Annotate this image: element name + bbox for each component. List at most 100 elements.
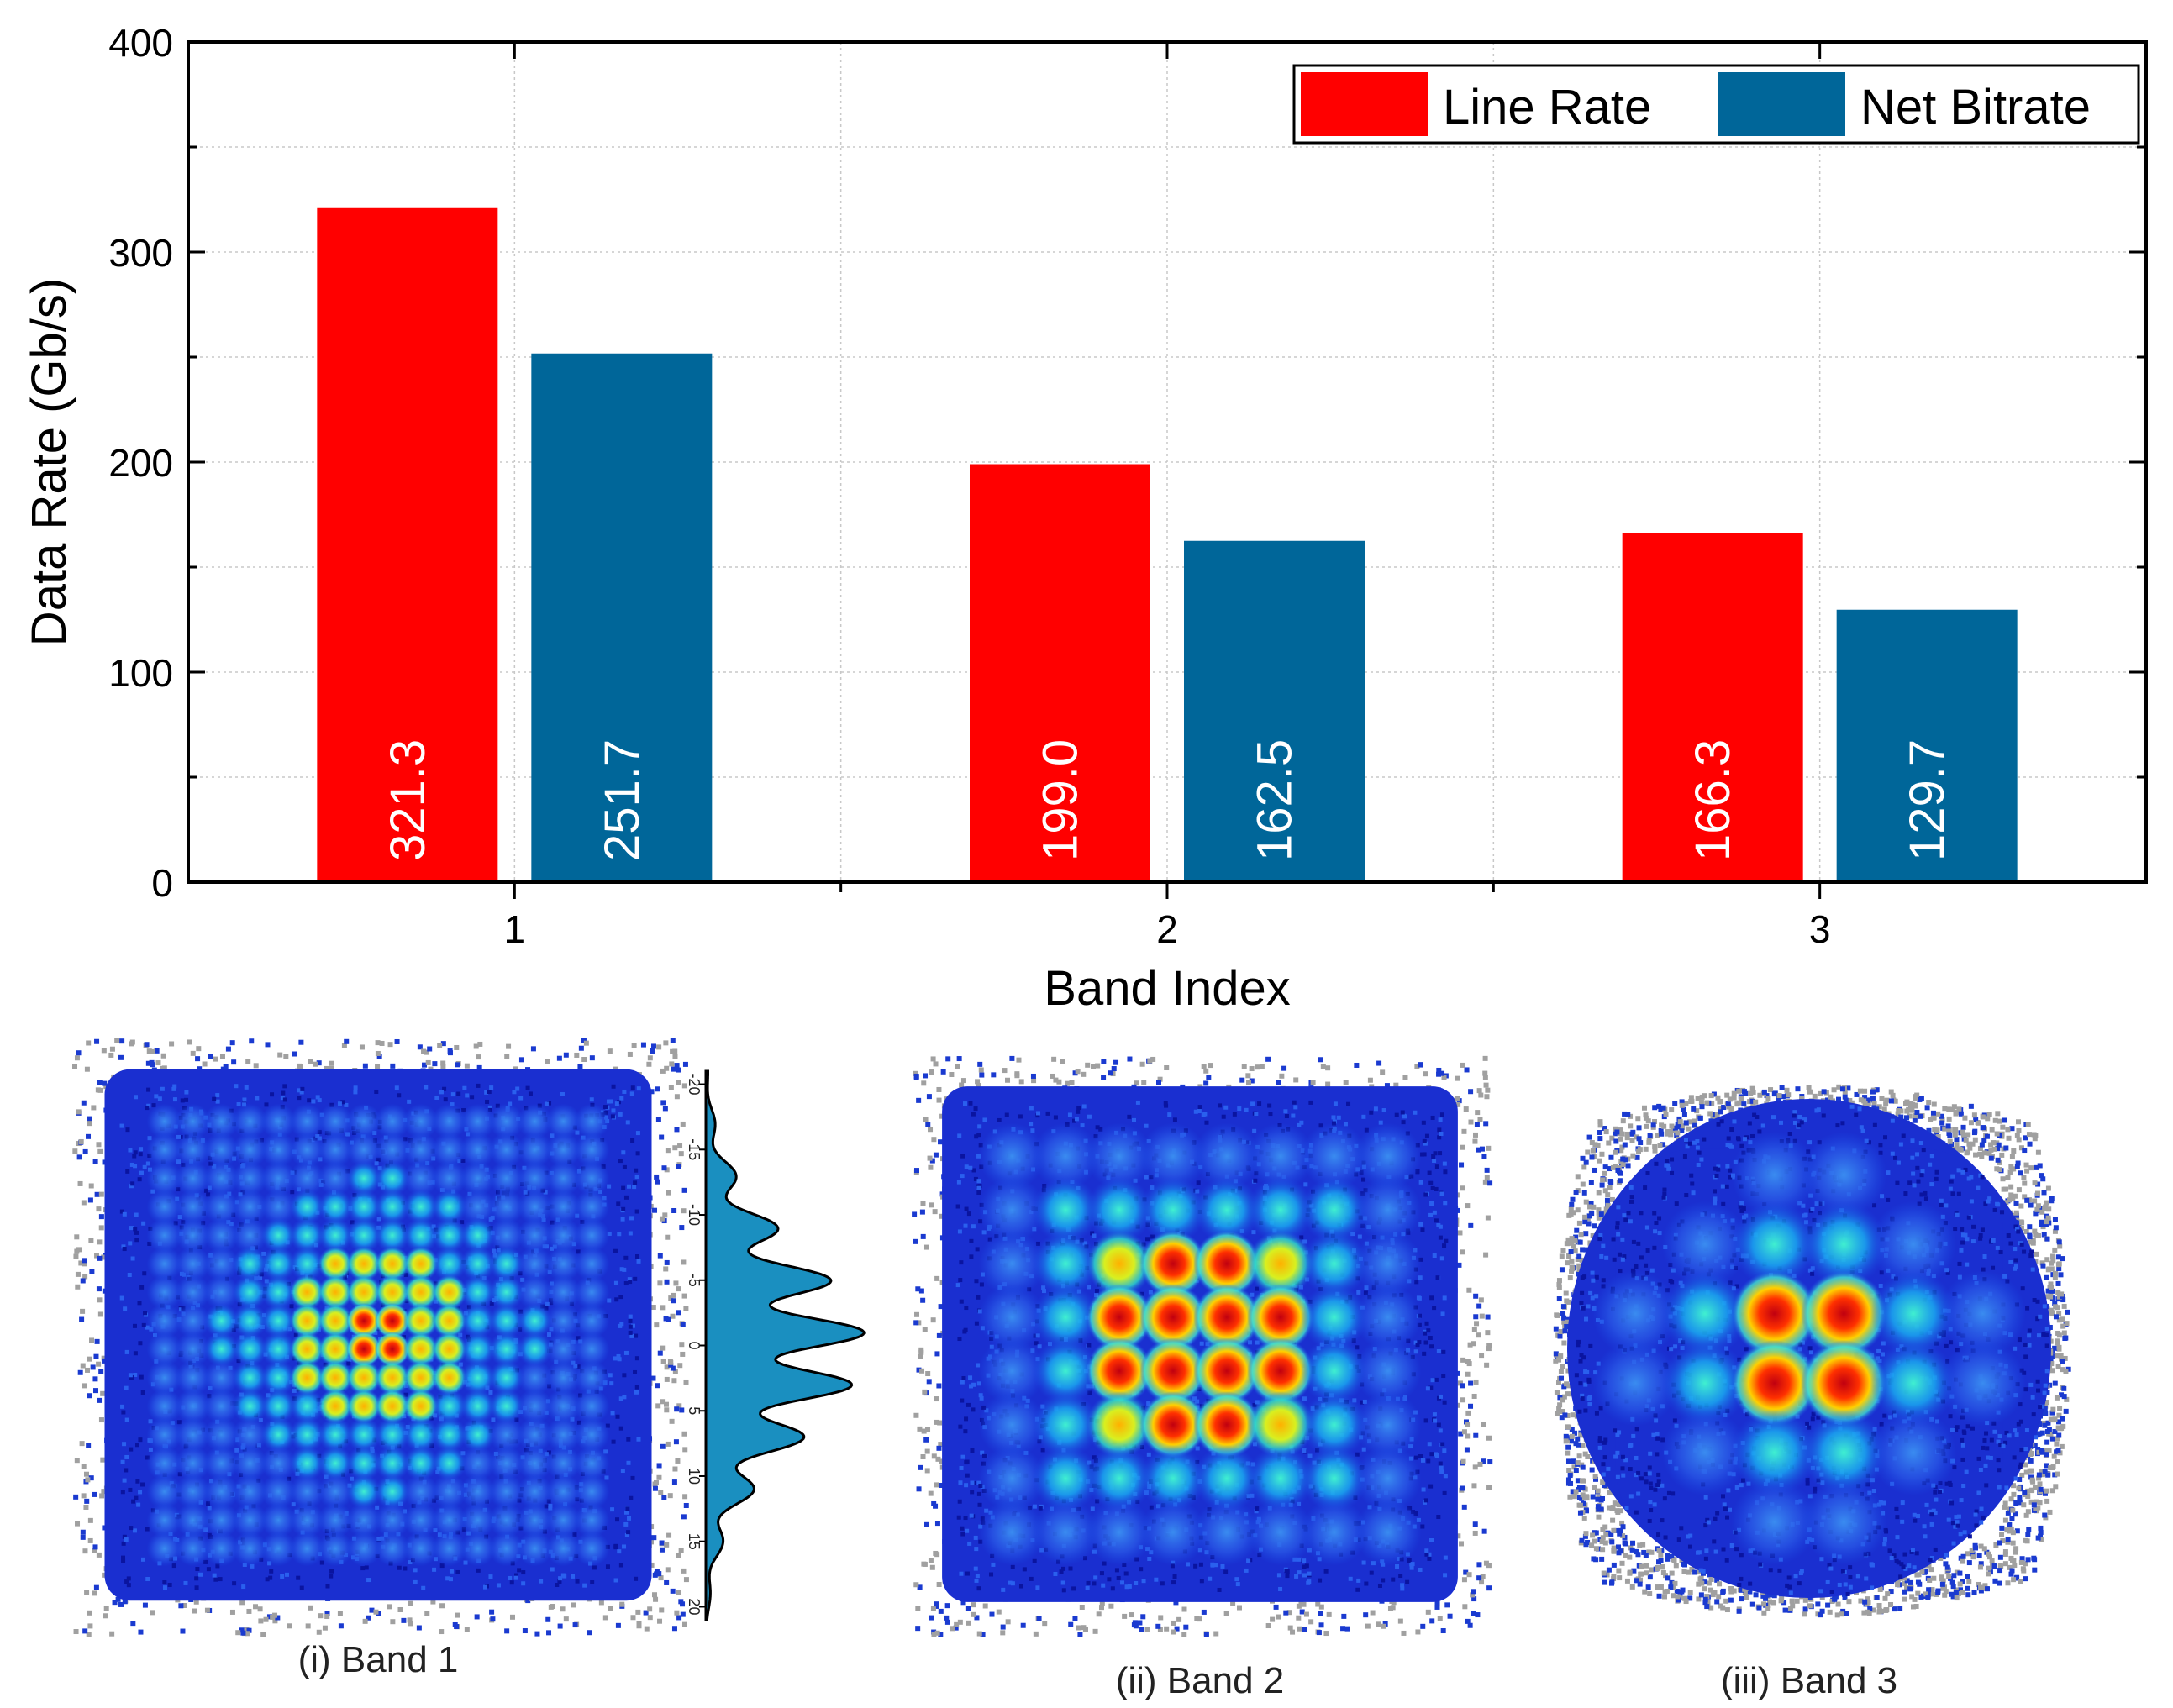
noise-point bbox=[920, 1233, 926, 1239]
noise-point bbox=[139, 1147, 144, 1152]
constellation-point bbox=[574, 1531, 610, 1567]
noise-point bbox=[1079, 1605, 1085, 1611]
noise-point bbox=[920, 1454, 926, 1460]
noise-point bbox=[976, 1185, 981, 1190]
noise-point bbox=[144, 1042, 150, 1048]
constellation-point bbox=[545, 1160, 581, 1196]
noise-point bbox=[128, 1373, 133, 1378]
noise-point bbox=[673, 1280, 679, 1286]
noise-point bbox=[344, 1038, 350, 1044]
noise-point bbox=[1432, 1306, 1437, 1311]
noise-point bbox=[970, 1448, 975, 1453]
noise-point bbox=[1363, 1612, 1369, 1618]
noise-point bbox=[936, 1332, 942, 1338]
noise-point bbox=[1092, 1628, 1098, 1634]
noise-point bbox=[955, 1064, 960, 1069]
noise-point bbox=[1436, 1349, 1441, 1354]
noise-point bbox=[150, 1610, 155, 1616]
noise-point bbox=[1210, 1562, 1215, 1567]
noise-point bbox=[1326, 1611, 1332, 1617]
noise-point bbox=[965, 1606, 971, 1611]
constellation-band-2 bbox=[912, 1055, 1493, 1637]
constellation-point bbox=[260, 1217, 297, 1253]
noise-point bbox=[1005, 1619, 1011, 1625]
legend-swatch-line-rate bbox=[1301, 72, 1428, 136]
noise-point bbox=[1259, 1064, 1265, 1069]
noise-point bbox=[258, 1618, 264, 1624]
noise-point bbox=[955, 1283, 960, 1288]
noise-point bbox=[683, 1502, 689, 1508]
noise-point bbox=[374, 1089, 379, 1094]
noise-point bbox=[1299, 1120, 1304, 1125]
noise-point bbox=[1033, 1631, 1039, 1637]
noise-point bbox=[933, 1152, 939, 1158]
noise-point bbox=[1139, 1627, 1144, 1632]
noise-point bbox=[1393, 1082, 1399, 1088]
noise-point bbox=[122, 1478, 127, 1483]
noise-point bbox=[1390, 1605, 1396, 1611]
constellation-point bbox=[517, 1160, 553, 1196]
noise-point bbox=[1134, 1580, 1139, 1585]
noise-point bbox=[316, 1629, 322, 1635]
histogram-tick-label: -10 bbox=[686, 1204, 702, 1226]
constellation-point bbox=[175, 1303, 211, 1339]
noise-point bbox=[929, 1564, 935, 1570]
noise-point bbox=[1299, 1609, 1305, 1615]
noise-point bbox=[680, 1611, 686, 1617]
noise-point bbox=[646, 1061, 652, 1067]
noise-point bbox=[229, 1609, 235, 1615]
noise-point bbox=[1428, 1484, 1434, 1489]
noise-point bbox=[1297, 1570, 1302, 1575]
noise-point bbox=[923, 1073, 929, 1079]
noise-point bbox=[1301, 1601, 1307, 1607]
noise-point bbox=[121, 1244, 126, 1249]
noise-point bbox=[407, 1099, 412, 1104]
noise-point bbox=[1080, 1123, 1085, 1128]
noise-point bbox=[1144, 1123, 1149, 1128]
noise-point bbox=[270, 1614, 276, 1620]
noise-point bbox=[508, 1575, 513, 1580]
noise-point bbox=[1206, 1074, 1212, 1080]
noise-point bbox=[1473, 1432, 1479, 1438]
noise-point bbox=[1203, 1632, 1209, 1637]
noise-point bbox=[1429, 1618, 1435, 1624]
constellation-point bbox=[545, 1103, 581, 1139]
noise-point bbox=[1364, 1127, 1369, 1133]
noise-point bbox=[928, 1127, 934, 1133]
noise-point bbox=[101, 1254, 107, 1260]
noise-point bbox=[1405, 1579, 1410, 1584]
y-tick-label: 300 bbox=[108, 231, 173, 275]
constellation-point bbox=[260, 1445, 297, 1481]
noise-point bbox=[623, 1521, 629, 1527]
constellation-point bbox=[517, 1416, 553, 1453]
noise-point bbox=[293, 1332, 298, 1337]
noise-point bbox=[1068, 1566, 1073, 1571]
bar-net-bitrate-1 bbox=[531, 353, 713, 882]
noise-point bbox=[167, 1582, 172, 1587]
noise-point bbox=[139, 1374, 144, 1380]
noise-point bbox=[257, 1606, 263, 1612]
noise-point bbox=[560, 1606, 566, 1612]
noise-point bbox=[958, 1278, 963, 1283]
noise-point bbox=[1323, 1631, 1329, 1637]
constellation-point bbox=[403, 1103, 439, 1139]
noise-point bbox=[1032, 1504, 1037, 1509]
noise-point bbox=[933, 1550, 939, 1556]
noise-point bbox=[963, 1223, 968, 1228]
noise-point bbox=[99, 1493, 105, 1499]
noise-point bbox=[1139, 1567, 1144, 1572]
noise-point bbox=[1095, 1063, 1101, 1069]
noise-point bbox=[1144, 1627, 1150, 1632]
constellation-point bbox=[574, 1416, 610, 1453]
noise-point bbox=[1134, 1080, 1139, 1086]
constellation-point bbox=[232, 1474, 268, 1510]
x-tick-label: 3 bbox=[1809, 907, 1831, 951]
noise-point bbox=[103, 1613, 108, 1619]
noise-point bbox=[974, 1578, 979, 1583]
noise-point bbox=[76, 1109, 82, 1115]
noise-point bbox=[657, 1280, 663, 1286]
noise-point bbox=[1201, 1609, 1207, 1615]
noise-point bbox=[1486, 1435, 1492, 1441]
noise-point bbox=[1244, 1107, 1249, 1112]
noise-point bbox=[607, 1231, 612, 1236]
